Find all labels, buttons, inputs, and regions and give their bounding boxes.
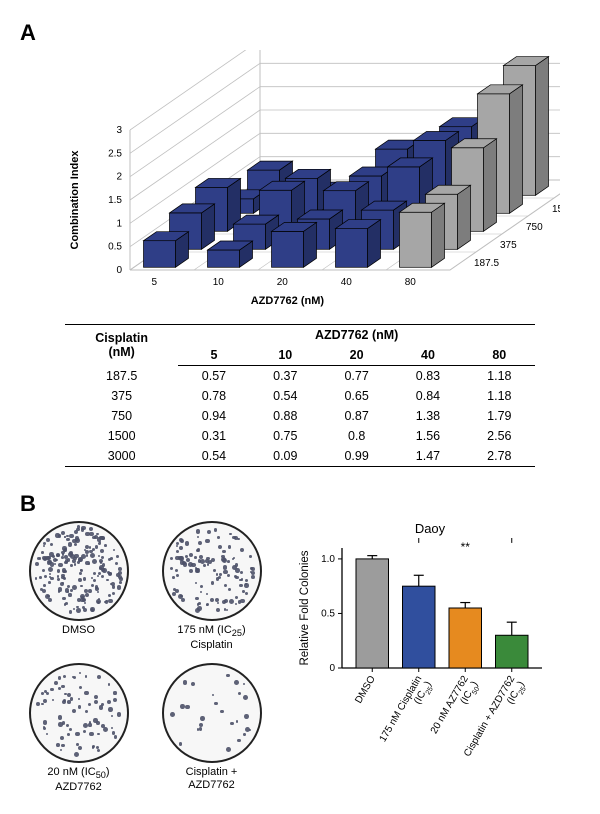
table-row: 187.50.570.370.770.831.18 bbox=[65, 366, 535, 387]
svg-text:375: 375 bbox=[500, 240, 517, 251]
table-cell: 0.37 bbox=[250, 366, 321, 387]
table-cell: 0.54 bbox=[178, 446, 249, 467]
svg-text:20: 20 bbox=[277, 277, 289, 288]
table-cell: 0.57 bbox=[178, 366, 249, 387]
table-cell: 0.54 bbox=[250, 386, 321, 406]
combination-index-3d-chart: 00.511.522.53510204080187.53757501500300… bbox=[40, 50, 560, 310]
daoy-bar-chart: Daoy 0 0.5 1.0 Relative Fold Colonies DMSO17… bbox=[290, 521, 570, 781]
table-cell: 0.77 bbox=[321, 366, 392, 387]
panel-a-label: A bbox=[20, 20, 580, 46]
svg-text:1: 1 bbox=[116, 218, 122, 229]
table-col-header: 40 bbox=[392, 345, 463, 366]
svg-text:80: 80 bbox=[405, 277, 417, 288]
svg-text:0: 0 bbox=[116, 265, 122, 276]
svg-text:750: 750 bbox=[526, 222, 543, 233]
panel-b-label: B bbox=[20, 491, 580, 517]
table-cell: 1.38 bbox=[392, 406, 463, 426]
well-label: 20 nM (IC50)AZD7762 bbox=[20, 766, 137, 793]
svg-text:**: ** bbox=[461, 540, 471, 554]
svg-text:1.0: 1.0 bbox=[321, 554, 335, 565]
table-cell: 0.31 bbox=[178, 426, 249, 446]
colony-well: 20 nM (IC50)AZD7762 bbox=[20, 663, 137, 793]
svg-text:Cisplatin + AZD7762: Cisplatin + AZD7762 bbox=[462, 674, 517, 759]
table-row-label: 187.5 bbox=[65, 366, 178, 387]
table-row: 15000.310.750.81.562.56 bbox=[65, 426, 535, 446]
table-row-label: 750 bbox=[65, 406, 178, 426]
table-cell: 0.84 bbox=[392, 386, 463, 406]
svg-text:Combination Index: Combination Index bbox=[69, 150, 81, 250]
table-cell: 0.99 bbox=[321, 446, 392, 467]
svg-text:1.5: 1.5 bbox=[108, 195, 122, 206]
table-cell: 1.18 bbox=[464, 366, 535, 387]
table-cell: 1.79 bbox=[464, 406, 535, 426]
table-cell: 1.56 bbox=[392, 426, 463, 446]
svg-text:2.5: 2.5 bbox=[108, 148, 122, 159]
table-row: 30000.540.090.991.472.78 bbox=[65, 446, 535, 467]
table-row-label: 3000 bbox=[65, 446, 178, 467]
table-cell: 1.47 bbox=[392, 446, 463, 467]
svg-text:5: 5 bbox=[152, 277, 158, 288]
table-col-header: 20 bbox=[321, 345, 392, 366]
table-row-header: Cisplatin(nM) bbox=[65, 325, 178, 366]
well-label: 175 nM (IC25)Cisplatin bbox=[153, 624, 270, 651]
table-col-header: 80 bbox=[464, 345, 535, 366]
table-row: 3750.780.540.650.841.18 bbox=[65, 386, 535, 406]
colony-well: 175 nM (IC25)Cisplatin bbox=[153, 521, 270, 651]
colony-wells-grid: DMSO 175 nM (IC25)Cisplatin 20 nM (IC50)AZ… bbox=[20, 521, 270, 794]
table-cell: 0.87 bbox=[321, 406, 392, 426]
table-row-label: 375 bbox=[65, 386, 178, 406]
table-cell: 0.8 bbox=[321, 426, 392, 446]
svg-text:187.5: 187.5 bbox=[474, 258, 499, 269]
table-row-label: 1500 bbox=[65, 426, 178, 446]
svg-text:0: 0 bbox=[329, 663, 335, 674]
table-col-header: 10 bbox=[250, 345, 321, 366]
svg-text:40: 40 bbox=[341, 277, 353, 288]
svg-text:1500: 1500 bbox=[552, 204, 560, 215]
table-cell: 0.94 bbox=[178, 406, 249, 426]
table-cell: 0.88 bbox=[250, 406, 321, 426]
table-cell: 2.56 bbox=[464, 426, 535, 446]
table-cell: 0.65 bbox=[321, 386, 392, 406]
combination-index-table: Cisplatin(nM) AZD7762 (nM) 510204080 187… bbox=[65, 324, 535, 467]
table-cell: 1.18 bbox=[464, 386, 535, 406]
svg-text:Relative Fold Colonies: Relative Fold Colonies bbox=[299, 550, 311, 665]
colony-well: Cisplatin +AZD7762 bbox=[153, 663, 270, 793]
panel-b: B DMSO 175 nM (IC25)Cisplatin 20 nM (IC50)… bbox=[20, 491, 580, 794]
table-cell: 0.75 bbox=[250, 426, 321, 446]
svg-text:175 nM Cisplatin: 175 nM Cisplatin bbox=[378, 674, 425, 744]
svg-text:0.5: 0.5 bbox=[108, 242, 122, 253]
svg-text:10: 10 bbox=[213, 277, 225, 288]
table-cell: 0.83 bbox=[392, 366, 463, 387]
table-col-header: 5 bbox=[178, 345, 249, 366]
svg-text:0.5: 0.5 bbox=[321, 608, 335, 619]
svg-text:DMSO: DMSO bbox=[353, 674, 378, 706]
bar-chart-title: Daoy bbox=[290, 521, 570, 536]
svg-text:3: 3 bbox=[116, 125, 122, 136]
panel-a: A 00.511.522.53510204080187.537575015003… bbox=[20, 20, 580, 467]
table-cell: 0.09 bbox=[250, 446, 321, 467]
table-cell: 2.78 bbox=[464, 446, 535, 467]
table-cell: 0.78 bbox=[178, 386, 249, 406]
svg-text:AZD7762 (nM): AZD7762 (nM) bbox=[251, 295, 325, 307]
svg-text:2: 2 bbox=[116, 172, 122, 183]
well-label: Cisplatin +AZD7762 bbox=[153, 766, 270, 791]
colony-well: DMSO bbox=[20, 521, 137, 651]
table-row: 7500.940.880.871.381.79 bbox=[65, 406, 535, 426]
table-col-header-top: AZD7762 (nM) bbox=[178, 325, 535, 346]
well-label: DMSO bbox=[20, 624, 137, 637]
